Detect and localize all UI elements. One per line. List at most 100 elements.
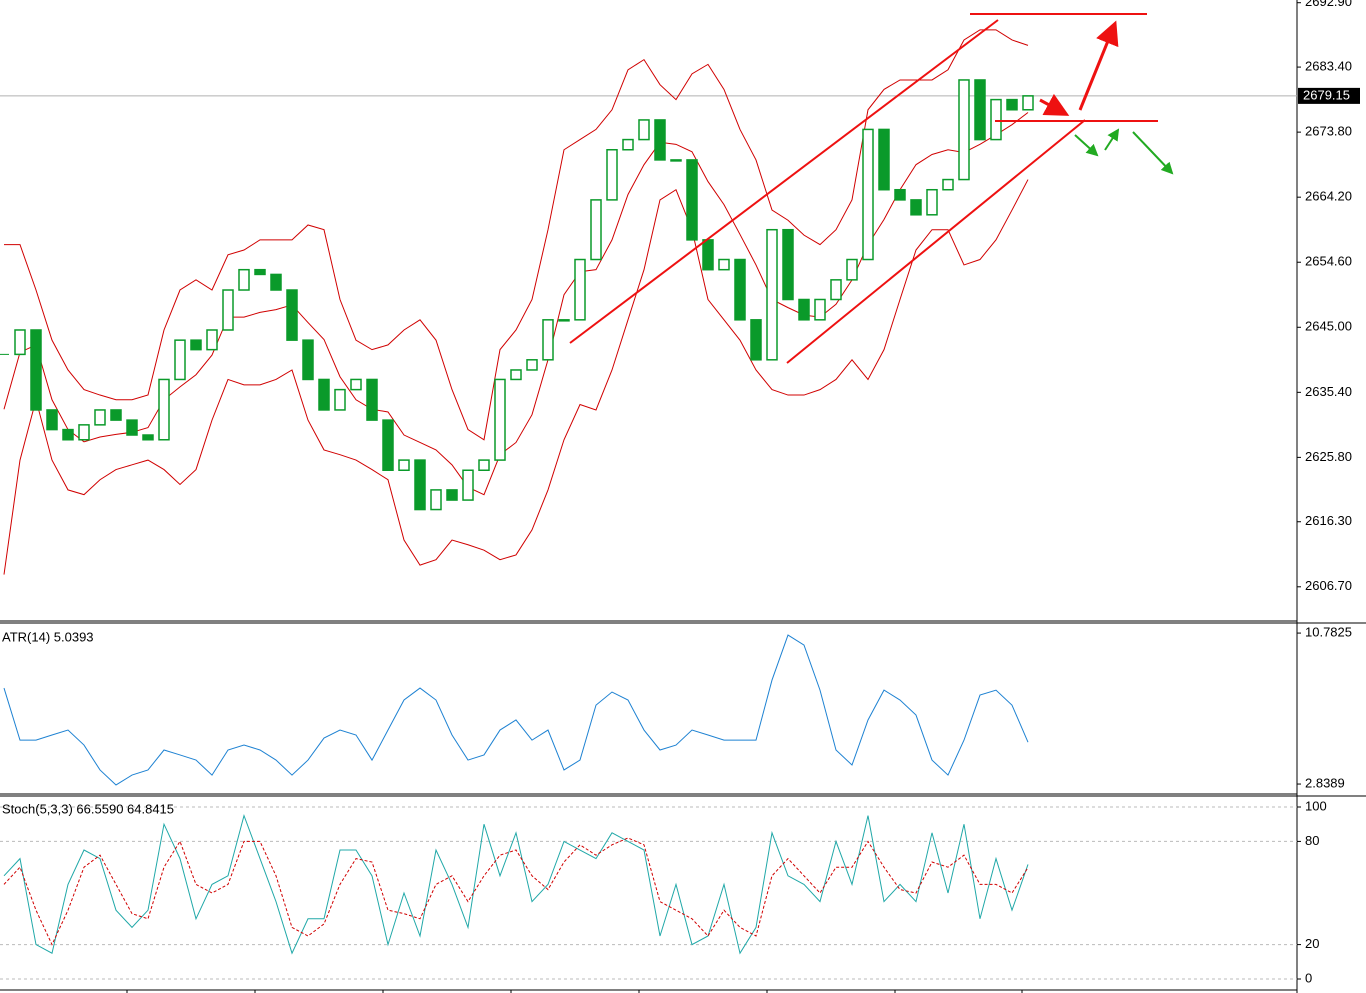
candle [702, 239, 714, 271]
candle [638, 119, 650, 141]
y-tick-label: 100 [1305, 798, 1327, 813]
arrow [1074, 134, 1099, 157]
candle [782, 228, 794, 301]
candle [894, 188, 906, 201]
candle [334, 388, 346, 411]
y-tick-label: 20 [1305, 936, 1319, 951]
candle [798, 298, 810, 321]
candle [158, 378, 170, 441]
candle [414, 459, 426, 511]
arrow [1078, 20, 1119, 111]
y-tick-label: 2.8389 [1305, 775, 1345, 790]
y-tick-label: 2625.80 [1305, 449, 1352, 464]
y-tick-label: 2606.70 [1305, 578, 1352, 593]
y-tick-label: 2683.40 [1305, 59, 1352, 74]
candle [814, 298, 826, 321]
y-tick-label: 2673.80 [1305, 124, 1352, 139]
candle [734, 258, 746, 321]
y-tick-label: 0 [1305, 970, 1312, 985]
candle [206, 329, 218, 351]
candle [830, 279, 842, 301]
candle [478, 459, 490, 472]
candle [14, 329, 26, 356]
candle [622, 138, 634, 151]
indicator-line [3, 179, 1029, 575]
arrow [1104, 128, 1120, 151]
candle [126, 419, 138, 436]
candle [926, 188, 938, 216]
candle [174, 339, 186, 381]
y-tick-label: 80 [1305, 833, 1319, 848]
y-tick-label: 2635.40 [1305, 384, 1352, 399]
candle [510, 369, 522, 381]
candle [958, 79, 970, 181]
arrow [1132, 131, 1174, 175]
candle [1006, 98, 1018, 111]
y-tick-label: 2645.00 [1305, 319, 1352, 334]
candle [462, 469, 474, 501]
candle [910, 199, 922, 216]
candle [382, 419, 394, 472]
candle [526, 359, 538, 371]
candle [398, 459, 410, 472]
candle [94, 409, 106, 426]
candle [254, 268, 266, 276]
candle [558, 319, 570, 322]
y-tick-label: 2616.30 [1305, 513, 1352, 528]
y-tick-label: 2692.90 [1305, 0, 1352, 9]
candle [238, 268, 250, 291]
indicator-title: Stoch(5,3,3) 66.5590 64.8415 [2, 801, 174, 816]
indicator-line [4, 29, 1029, 441]
candle [590, 199, 602, 261]
candle [222, 289, 234, 331]
candle [1022, 95, 1034, 111]
y-tick-label: 2664.20 [1305, 189, 1352, 204]
indicator-line [3, 813, 1029, 955]
candle [686, 159, 698, 241]
current-price-label: 2679.15 [1303, 87, 1350, 102]
indicator-line [3, 112, 1029, 496]
candle [766, 228, 778, 361]
candle [974, 79, 986, 141]
y-tick-label: 10.7825 [1305, 625, 1352, 640]
candle [990, 98, 1002, 141]
candle [574, 258, 586, 321]
candle [62, 428, 74, 441]
candle [942, 178, 954, 191]
candle [718, 258, 730, 271]
candle [494, 378, 506, 461]
channel-upper [569, 19, 999, 344]
current-price-box [1298, 87, 1360, 104]
candle [862, 128, 874, 261]
candle [270, 273, 282, 291]
candle [318, 378, 330, 411]
candle [606, 148, 618, 201]
candle [110, 409, 122, 421]
candle [350, 378, 362, 391]
annotations [569, 13, 1174, 364]
candle [654, 119, 666, 161]
candle [302, 339, 314, 381]
candle [286, 289, 298, 341]
candle [670, 159, 682, 162]
channel-lower [786, 119, 1086, 364]
candle [750, 319, 762, 361]
y-tick-label: 2654.60 [1305, 254, 1352, 269]
candle [78, 424, 90, 441]
candle [366, 378, 378, 421]
candle [446, 489, 458, 501]
arrow [1039, 93, 1070, 116]
candle [430, 489, 442, 511]
candle [142, 434, 154, 441]
candle [846, 258, 858, 281]
candle [30, 329, 42, 411]
indicator-title: ATR(14) 5.0393 [2, 629, 94, 644]
indicator-line [3, 634, 1029, 786]
candle [878, 128, 890, 191]
candle [46, 409, 58, 431]
indicator-line [3, 837, 1029, 946]
candle [190, 339, 202, 351]
candle [542, 319, 554, 361]
